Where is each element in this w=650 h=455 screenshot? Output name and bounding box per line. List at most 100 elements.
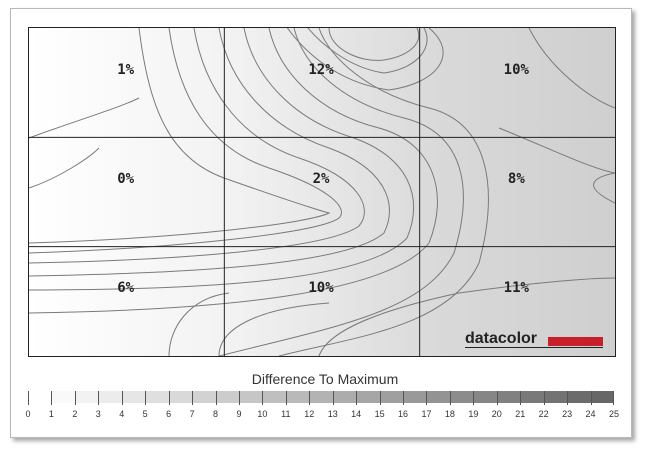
scale-segment: [403, 391, 427, 403]
scale-segment: [28, 391, 52, 403]
contour-line: [29, 28, 342, 254]
scale-tick-label: 12: [304, 409, 315, 419]
scale-tick: [121, 391, 123, 405]
scale-tick: [238, 391, 240, 405]
scale-segment: [496, 391, 521, 403]
cell-value-label: 1%: [117, 61, 135, 78]
scale-tick: [28, 391, 29, 405]
scale-tick: [449, 391, 451, 405]
scale-tick: [379, 391, 381, 405]
scale-segment: [309, 391, 334, 403]
cell-value-label: 10%: [308, 280, 334, 297]
cell-value-label: 0%: [117, 171, 135, 188]
contour-line: [498, 127, 615, 174]
scale-segment: [473, 391, 498, 403]
scale-tick: [473, 391, 475, 405]
scale-tick-label: 21: [515, 409, 526, 419]
contour-line: [29, 97, 140, 139]
scale-segment: [145, 391, 170, 403]
scale-tick-label: 0: [25, 409, 31, 419]
color-scale-bar: [28, 391, 615, 405]
contour-line: [29, 28, 438, 314]
scale-tick-label: 4: [119, 409, 125, 419]
scale-segment: [168, 391, 193, 403]
scale-segment: [285, 391, 310, 403]
scale-tick: [543, 391, 545, 405]
cell-value-label: 12%: [308, 61, 334, 78]
scale-tick: [168, 391, 170, 405]
contour-line: [29, 28, 331, 244]
scale-tick: [309, 391, 311, 405]
scale-tick: [590, 391, 592, 405]
logo-accent-bar: [548, 337, 603, 346]
scale-segment: [520, 391, 545, 403]
contour-line: [218, 302, 330, 356]
contour-line: [29, 28, 390, 277]
scale-tick: [567, 391, 569, 405]
cell-value-label: 6%: [117, 280, 135, 297]
scale-segment: [98, 391, 123, 403]
scale-segment: [262, 391, 287, 403]
contour-line: [286, 28, 444, 91]
contour-line: [328, 28, 420, 61]
scale-tick: [51, 391, 53, 405]
contour-line: [307, 28, 428, 74]
scale-segment: [449, 391, 474, 403]
cell-value-label: 10%: [503, 61, 529, 78]
scale-tick: [520, 391, 522, 405]
cell-value-label: 8%: [507, 171, 525, 188]
scale-segment: [567, 391, 592, 403]
scale-segment: [543, 391, 568, 403]
scale-tick-label: 17: [421, 409, 432, 419]
scale-segment: [74, 391, 99, 403]
cell-value-label: 11%: [503, 280, 529, 297]
uniformity-plot: [28, 27, 616, 357]
contour-line: [29, 28, 365, 264]
scale-tick-label: 19: [468, 409, 479, 419]
scale-segment: [121, 391, 146, 403]
scale-tick-label: 15: [374, 409, 385, 419]
scale-tick: [262, 391, 264, 405]
scale-tick: [74, 391, 76, 405]
scale-tick-label: 16: [398, 409, 409, 419]
scale-segment: [332, 391, 357, 403]
scale-tick-label: 3: [95, 409, 101, 419]
scale-tick-label: 23: [562, 409, 573, 419]
scale-tick-label: 13: [327, 409, 338, 419]
contour-line: [318, 277, 615, 356]
scale-tick-label: 6: [166, 409, 172, 419]
scale-segment: [192, 391, 217, 403]
contour-line: [593, 172, 615, 204]
scale-segment: [426, 391, 451, 403]
scale-tick: [215, 391, 217, 405]
scale-tick: [496, 391, 498, 405]
scale-tick-label: 10: [257, 409, 268, 419]
scale-tick-label: 5: [142, 409, 148, 419]
scale-tick-label: 25: [608, 409, 619, 419]
scale-segment: [590, 391, 615, 403]
scale-segment: [238, 391, 263, 403]
contour-line: [29, 147, 100, 189]
scale-tick-label: 11: [281, 409, 291, 419]
scale-tick-label: 20: [491, 409, 502, 419]
contour-line: [29, 28, 415, 291]
scale-tick-label: 22: [538, 409, 549, 419]
scale-tick-label: 9: [236, 409, 242, 419]
datacolor-logo: datacolor: [465, 330, 538, 347]
scale-tick-label: 7: [189, 409, 195, 419]
logo-underline: [465, 347, 603, 348]
scale-tick: [145, 391, 147, 405]
scale-segment: [215, 391, 240, 403]
scale-tick: [356, 391, 358, 405]
scale-tick: [403, 391, 405, 405]
scale-tick-label: 1: [48, 409, 54, 419]
scale-tick: [192, 391, 194, 405]
scale-segment: [356, 391, 381, 403]
scale-tick: [285, 391, 287, 405]
contour-line: [168, 292, 230, 356]
contour-line: [218, 28, 464, 356]
scale-tick: [613, 391, 614, 405]
scale-tick-label: 14: [351, 409, 362, 419]
scale-tick: [426, 391, 428, 405]
contour-line: [278, 28, 489, 356]
